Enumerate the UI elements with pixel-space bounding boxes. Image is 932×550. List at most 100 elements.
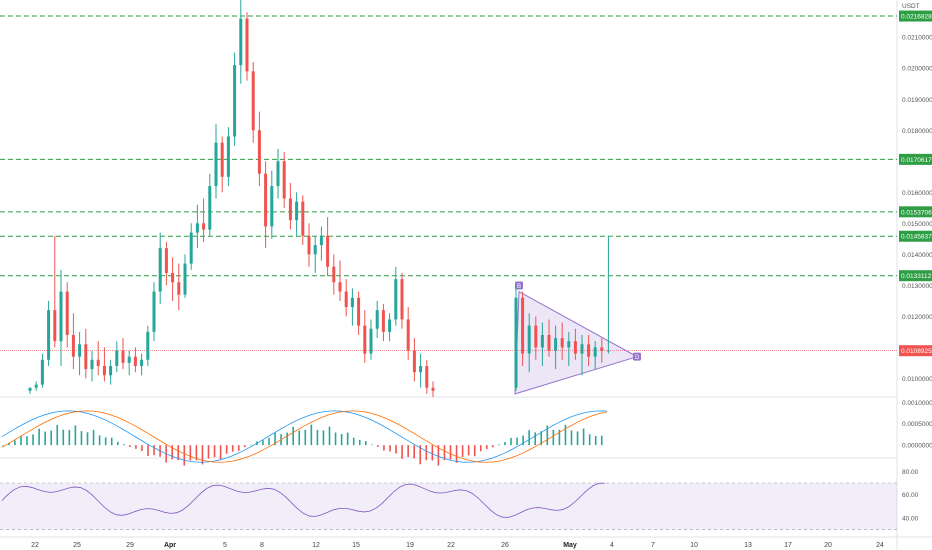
macd-histogram-bar [244, 445, 246, 448]
macd-histogram-bar [56, 424, 59, 446]
triangle-pattern[interactable]: BD [514, 281, 641, 395]
macd-histogram-bar [8, 442, 10, 446]
candle-body [71, 334, 75, 357]
candle-body [412, 350, 416, 373]
candle-body [606, 350, 610, 352]
time-tick-label: 5 [223, 542, 227, 549]
macd-histogram-bar [570, 430, 573, 446]
macd-line [1, 410, 608, 463]
macd-histogram-bar [383, 445, 385, 451]
macd-histogram-bar [346, 432, 349, 446]
candle-body [381, 310, 385, 332]
macd-histogram-bar [340, 433, 343, 446]
candle-body [276, 161, 280, 187]
macd-histogram-bar [582, 428, 585, 446]
candle-body [84, 344, 88, 370]
macd-histogram-bar [310, 424, 313, 446]
macd-histogram-bar [401, 445, 403, 459]
macd-histogram-bar [425, 445, 428, 461]
macd-histogram-bar [365, 441, 367, 446]
candle-body [521, 297, 525, 354]
time-axis[interactable]: 22 25 29 Apr 5 8 12 15 19 22 26 May 4 7 10 13 17 20 24 [31, 542, 884, 549]
macd-histogram-bar [268, 437, 270, 446]
macd-histogram-bar [26, 436, 28, 446]
macd-histogram-bar [250, 444, 252, 446]
macd-histogram-bar [328, 426, 331, 446]
candle-body [34, 384, 38, 388]
macd-histogram-bar [123, 444, 125, 446]
candle-body [239, 18, 243, 66]
macd-histogram-bar [177, 445, 180, 461]
macd-histogram-bar [62, 429, 65, 446]
candle-body [53, 310, 57, 342]
candle-body [214, 142, 218, 187]
level-label: 0.0170617 [901, 157, 932, 164]
candle-body [47, 310, 51, 360]
candle-body [140, 359, 144, 366]
macd-histogram-bar [231, 445, 234, 452]
candle-body [514, 297, 518, 388]
candle-body [400, 279, 404, 320]
price-axis[interactable]: USDT 0.0210000 0.0200000 0.0190000 0.018000… [899, 3, 932, 523]
macd-pane [1, 410, 608, 466]
candle-body [573, 341, 577, 354]
candle-body [78, 344, 82, 357]
macd-histogram-bar [14, 440, 16, 446]
candle-body [307, 235, 311, 255]
candle-body [270, 186, 274, 227]
macd-histogram-bar [225, 445, 228, 454]
macd-histogram-bar [219, 445, 222, 460]
rsi-tick-label: 40.00 [902, 516, 919, 523]
rsi-tick-label: 80.00 [902, 469, 919, 476]
candle-body [220, 142, 224, 177]
candle-body [363, 325, 367, 354]
macd-histogram-bar [207, 445, 210, 459]
current-price-label: 0.0108925 [901, 348, 932, 355]
macd-histogram-bar [135, 445, 137, 449]
macd-histogram-bar [104, 437, 107, 446]
candle-body [357, 297, 361, 326]
macd-histogram-bar [352, 437, 355, 446]
macd-histogram-bar [413, 445, 415, 459]
price-tick-label: 0.0140000 [902, 252, 932, 259]
macd-histogram-bar [286, 432, 288, 446]
time-tick-label: 13 [744, 542, 752, 549]
macd-histogram-bar [558, 429, 561, 446]
macd-histogram-bar [461, 445, 464, 457]
candle-body [560, 338, 564, 348]
price-tick-label: 0.0200000 [902, 66, 932, 73]
time-tick-label: 8 [260, 542, 264, 549]
rsi-tick-label: 60.00 [902, 492, 919, 499]
time-tick-label: 10 [690, 542, 698, 549]
candle-body [171, 272, 175, 283]
candle-body [301, 201, 305, 236]
price-levels [0, 15, 897, 277]
candle-body [146, 331, 150, 360]
candle-body [554, 338, 558, 351]
candle-body [65, 291, 69, 335]
price-tick-label: 0.0120000 [902, 314, 932, 321]
triangle-marker-d [633, 352, 641, 361]
candle-body [600, 347, 604, 351]
price-tick-label: 0.0100000 [902, 376, 932, 383]
macd-histogram-bar [68, 429, 71, 446]
macd-histogram-bar [195, 445, 198, 461]
macd-histogram-bar [449, 445, 452, 460]
macd-histogram-bar [534, 432, 536, 446]
time-tick-label: 22 [31, 542, 39, 549]
rsi-band [0, 483, 897, 530]
macd-histogram-bar [395, 445, 397, 454]
candle-body [109, 365, 113, 376]
candlesticks [28, 0, 610, 397]
candle-body [40, 359, 44, 385]
level-label: 0.0145837 [901, 234, 932, 241]
candle-body [59, 291, 63, 342]
macd-histogram-bar [92, 429, 95, 446]
candle-body [547, 334, 551, 351]
level-label: 0.0216828 [901, 14, 932, 21]
macd-histogram-bar [213, 445, 216, 458]
candle-body [195, 223, 199, 233]
time-tick-label: 25 [73, 542, 81, 549]
